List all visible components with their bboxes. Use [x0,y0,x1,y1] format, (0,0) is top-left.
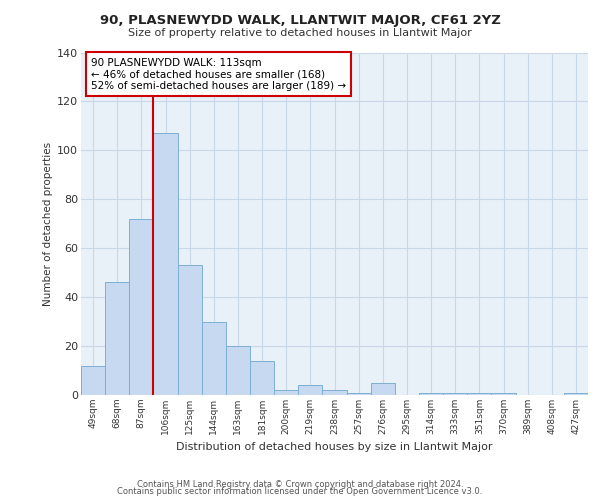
Bar [419,392,443,395]
Bar [129,219,154,395]
Bar [274,390,298,395]
Bar [347,392,371,395]
X-axis label: Distribution of detached houses by size in Llantwit Major: Distribution of detached houses by size … [176,442,493,452]
Bar [564,392,588,395]
Text: Contains public sector information licensed under the Open Government Licence v3: Contains public sector information licen… [118,487,482,496]
Bar [467,392,491,395]
Bar [81,366,105,395]
Bar [105,282,129,395]
Text: Size of property relative to detached houses in Llantwit Major: Size of property relative to detached ho… [128,28,472,38]
Bar [178,266,202,395]
Text: Contains HM Land Registry data © Crown copyright and database right 2024.: Contains HM Land Registry data © Crown c… [137,480,463,489]
Bar [226,346,250,395]
Y-axis label: Number of detached properties: Number of detached properties [43,142,53,306]
Bar [154,133,178,395]
Text: 90, PLASNEWYDD WALK, LLANTWIT MAJOR, CF61 2YZ: 90, PLASNEWYDD WALK, LLANTWIT MAJOR, CF6… [100,14,500,27]
Bar [322,390,347,395]
Text: 90 PLASNEWYDD WALK: 113sqm
← 46% of detached houses are smaller (168)
52% of sem: 90 PLASNEWYDD WALK: 113sqm ← 46% of deta… [91,58,346,91]
Bar [371,383,395,395]
Bar [202,322,226,395]
Bar [298,385,322,395]
Bar [250,361,274,395]
Bar [443,392,467,395]
Bar [491,392,515,395]
